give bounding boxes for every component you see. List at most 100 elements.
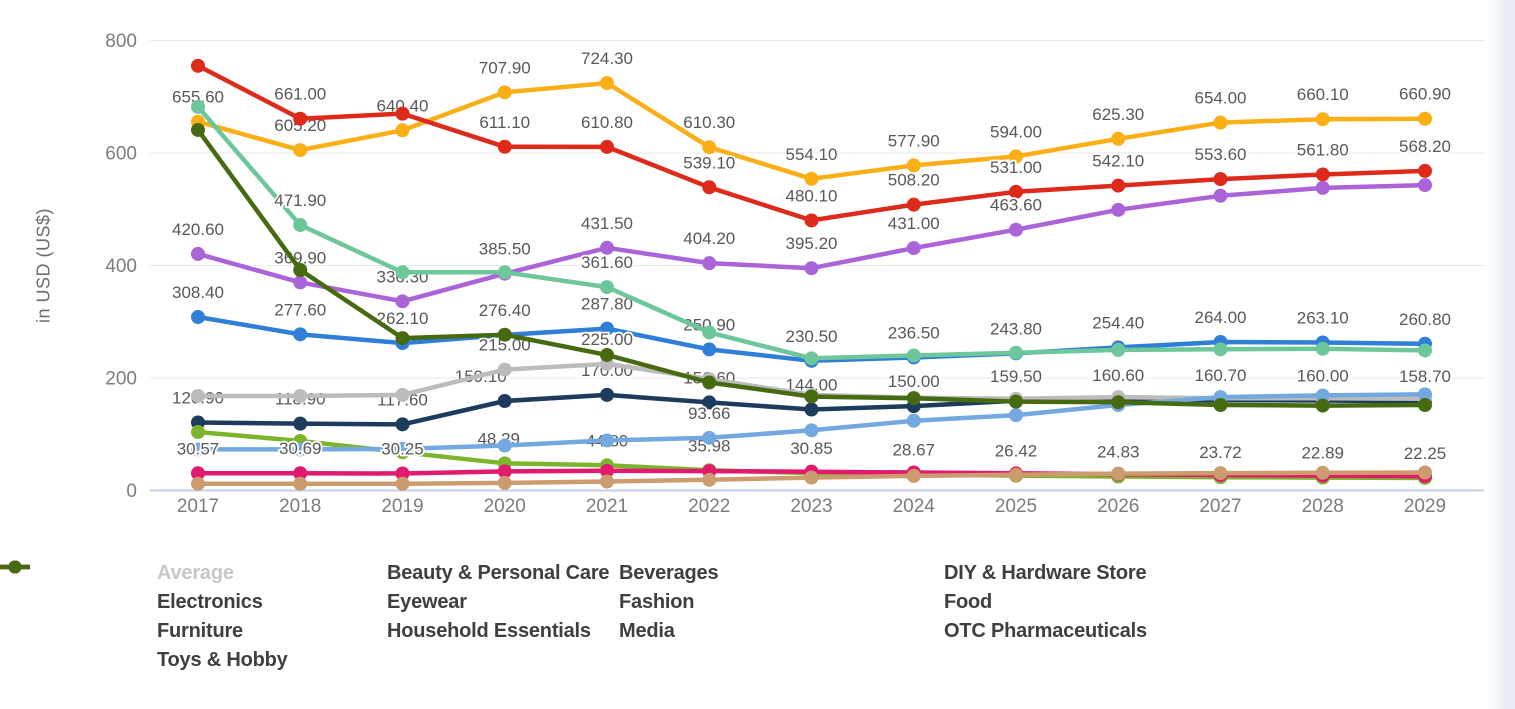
series-marker-otc-pharmaceuticals-2019[interactable]	[395, 476, 410, 491]
series-marker-furniture-2021[interactable]	[600, 280, 614, 295]
series-marker-electronics-2023[interactable]	[804, 171, 819, 186]
series-marker-otc-pharmaceuticals-2017[interactable]	[191, 476, 205, 491]
series-marker-diy-hardware-store-2020[interactable]	[497, 362, 512, 377]
legend-item-beauty-personal-care[interactable]: Beauty & Personal Care	[0, 560, 619, 585]
series-marker-household-essentials-2023[interactable]	[804, 423, 819, 438]
legend-item-electronics[interactable]: Electronics	[0, 560, 387, 614]
series-marker-beauty-personal-care-2017[interactable]	[191, 310, 205, 325]
series-marker-otc-pharmaceuticals-2027[interactable]	[1213, 466, 1228, 481]
series-marker-household-essentials-2025[interactable]	[1009, 408, 1023, 423]
series-marker-otc-pharmaceuticals-2020[interactable]	[497, 475, 512, 490]
series-marker-beverages-2020[interactable]	[497, 394, 512, 409]
series-marker-otc-pharmaceuticals-2022[interactable]	[702, 472, 717, 487]
series-marker-diy-hardware-store-2019[interactable]	[395, 387, 410, 402]
series-marker-food-2027[interactable]	[1213, 188, 1228, 203]
series-marker-furniture-2020[interactable]	[497, 265, 512, 280]
series-marker-electronics-2028[interactable]	[1315, 112, 1330, 127]
series-marker-food-2017[interactable]	[191, 246, 205, 261]
series-marker-toys-hobby-2017[interactable]	[191, 122, 205, 137]
series-marker-toys-hobby-2019[interactable]	[395, 331, 410, 346]
series-marker-household-essentials-2022[interactable]	[702, 430, 717, 445]
series-marker-toys-hobby-2020[interactable]	[497, 327, 512, 342]
series-marker-electronics-2029[interactable]	[1418, 111, 1432, 126]
series-marker-fashion-2018[interactable]	[293, 111, 308, 126]
series-marker-household-essentials-2024[interactable]	[906, 413, 921, 428]
series-marker-toys-hobby-2028[interactable]	[1315, 398, 1330, 413]
series-marker-diy-hardware-store-2018[interactable]	[293, 389, 308, 403]
series-marker-fashion-2019[interactable]	[395, 106, 410, 121]
series-marker-food-2021[interactable]	[600, 240, 614, 255]
series-marker-beauty-personal-care-2022[interactable]	[702, 342, 717, 357]
series-marker-media-2020[interactable]	[497, 464, 512, 479]
series-marker-household-essentials-2017[interactable]	[191, 442, 205, 457]
legend-item-beverages[interactable]: Beverages	[0, 560, 944, 585]
legend-item-media[interactable]: Media	[0, 560, 944, 643]
series-marker-otc-pharmaceuticals-2021[interactable]	[600, 474, 614, 489]
legend-item-diy-hardware-store[interactable]: DIY & Hardware Store	[0, 560, 1515, 585]
legend-item-otc-pharmaceuticals[interactable]: OTC Pharmaceuticals	[0, 560, 1515, 643]
series-marker-fashion-2023[interactable]	[804, 213, 819, 228]
series-marker-otc-pharmaceuticals-2026[interactable]	[1111, 466, 1126, 481]
series-marker-furniture-2027[interactable]	[1213, 342, 1228, 357]
series-marker-toys-hobby-2023[interactable]	[804, 389, 819, 404]
series-marker-electronics-2027[interactable]	[1213, 115, 1228, 130]
series-marker-furniture-2026[interactable]	[1111, 342, 1126, 357]
series-marker-toys-hobby-2025[interactable]	[1009, 394, 1023, 409]
series-marker-household-essentials-2028[interactable]	[1315, 388, 1330, 403]
series-marker-otc-pharmaceuticals-2023[interactable]	[804, 470, 819, 485]
series-marker-fashion-2027[interactable]	[1213, 172, 1228, 187]
series-marker-fashion-2020[interactable]	[497, 139, 512, 154]
series-marker-beverages-2022[interactable]	[702, 395, 717, 410]
series-marker-furniture-2024[interactable]	[906, 348, 921, 363]
series-marker-fashion-2028[interactable]	[1315, 167, 1330, 182]
series-marker-furniture-2025[interactable]	[1009, 345, 1023, 360]
series-marker-food-2019[interactable]	[395, 294, 410, 309]
legend-item-fashion[interactable]: Fashion	[0, 560, 944, 614]
series-marker-beverages-2021[interactable]	[600, 387, 614, 402]
series-marker-toys-hobby-2029[interactable]	[1418, 398, 1432, 412]
series-marker-toys-hobby-2024[interactable]	[906, 391, 921, 406]
series-marker-household-essentials-2021[interactable]	[600, 433, 614, 448]
series-marker-toys-hobby-2027[interactable]	[1213, 398, 1228, 412]
series-marker-food-2024[interactable]	[906, 241, 921, 256]
series-marker-electronics-2019[interactable]	[395, 123, 410, 138]
series-marker-furniture-2028[interactable]	[1315, 341, 1330, 356]
series-marker-otc-pharmaceuticals-2025[interactable]	[1009, 467, 1023, 482]
legend-item-average[interactable]: Average	[0, 560, 387, 585]
legend-item-furniture[interactable]: Furniture	[0, 560, 387, 643]
series-marker-furniture-2029[interactable]	[1418, 343, 1432, 358]
series-marker-eyewear-2017[interactable]	[191, 425, 205, 439]
series-marker-otc-pharmaceuticals-2018[interactable]	[293, 476, 308, 491]
series-marker-household-essentials-2020[interactable]	[497, 438, 512, 453]
series-marker-electronics-2025[interactable]	[1009, 149, 1023, 164]
series-marker-media-2019[interactable]	[395, 466, 410, 481]
series-marker-media-2017[interactable]	[191, 466, 205, 481]
series-marker-furniture-2018[interactable]	[293, 218, 308, 233]
series-marker-otc-pharmaceuticals-2028[interactable]	[1315, 465, 1330, 480]
series-marker-beverages-2019[interactable]	[395, 417, 410, 432]
series-marker-electronics-2018[interactable]	[293, 143, 308, 158]
legend-item-eyewear[interactable]: Eyewear	[0, 560, 619, 614]
legend-item-household-essentials[interactable]: Household Essentials	[0, 560, 619, 643]
series-marker-electronics-2021[interactable]	[600, 76, 614, 91]
series-marker-food-2023[interactable]	[804, 261, 819, 276]
series-marker-electronics-2022[interactable]	[702, 140, 717, 155]
series-marker-beauty-personal-care-2021[interactable]	[600, 321, 614, 336]
series-marker-furniture-2023[interactable]	[804, 351, 819, 366]
series-marker-electronics-2024[interactable]	[906, 158, 921, 173]
series-marker-food-2028[interactable]	[1315, 180, 1330, 195]
series-marker-food-2025[interactable]	[1009, 222, 1023, 237]
series-marker-toys-hobby-2026[interactable]	[1111, 395, 1126, 410]
series-marker-diy-hardware-store-2017[interactable]	[191, 389, 205, 403]
series-marker-toys-hobby-2022[interactable]	[702, 375, 717, 390]
series-marker-electronics-2026[interactable]	[1111, 131, 1126, 146]
series-marker-otc-pharmaceuticals-2029[interactable]	[1418, 465, 1432, 480]
series-marker-electronics-2020[interactable]	[497, 85, 512, 100]
series-marker-furniture-2019[interactable]	[395, 265, 410, 280]
series-marker-food-2029[interactable]	[1418, 178, 1432, 193]
series-marker-food-2026[interactable]	[1111, 202, 1126, 217]
series-marker-fashion-2017[interactable]	[191, 58, 205, 73]
series-marker-toys-hobby-2021[interactable]	[600, 347, 614, 362]
legend-item-toys-hobby[interactable]: Toys & Hobby	[0, 560, 387, 672]
series-marker-food-2018[interactable]	[293, 275, 308, 290]
